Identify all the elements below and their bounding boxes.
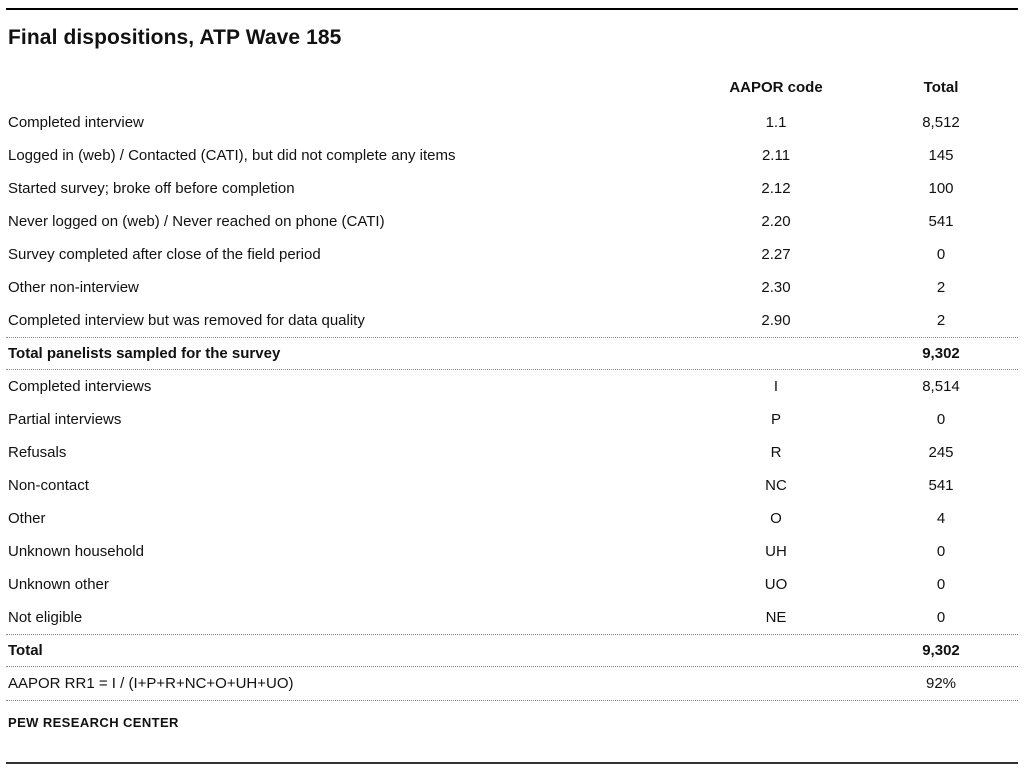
table-row: Not eligible NE 0 — [6, 601, 1018, 634]
aapor-code-cell: P — [770, 410, 781, 428]
grand-total-row: Total 9,302 — [6, 634, 1018, 667]
total-cell: 92% — [925, 674, 957, 692]
header-aapor-code: AAPOR code — [729, 79, 823, 96]
row-label: Completed interview — [8, 113, 144, 131]
total-cell: 2 — [936, 278, 946, 296]
aapor-code-cell: NE — [765, 608, 787, 626]
row-label: Completed interview but was removed for … — [8, 311, 365, 329]
row-label: Unknown household — [8, 542, 144, 560]
total-cell: 8,512 — [922, 113, 960, 131]
aapor-code-cell: 1.1 — [765, 113, 787, 131]
total-cell: 2 — [936, 311, 946, 329]
header-total: Total — [923, 79, 959, 96]
row-label: Other non-interview — [8, 278, 139, 296]
aapor-code-cell: 2.27 — [761, 245, 791, 263]
row-label: Started survey; broke off before complet… — [8, 179, 295, 197]
aapor-code-cell: 2.12 — [761, 179, 791, 197]
table-row: Unknown other UO 0 — [6, 568, 1018, 601]
row-label: Logged in (web) / Contacted (CATI), but … — [8, 146, 456, 164]
row-label: AAPOR RR1 = I / (I+P+R+NC+O+UH+UO) — [8, 674, 294, 692]
aapor-code-cell: NC — [765, 476, 787, 494]
aapor-code-cell: O — [770, 509, 782, 527]
total-cell: 100 — [928, 179, 954, 197]
total-cell: 145 — [928, 146, 954, 164]
total-cell: 9,302 — [922, 641, 960, 659]
table-row: Non-contact NC 541 — [6, 469, 1018, 502]
row-label: Completed interviews — [8, 377, 152, 395]
table-row: Completed interview 1.1 8,512 — [6, 106, 1018, 139]
row-label: Partial interviews — [8, 410, 122, 428]
table-row: Refusals R 245 — [6, 436, 1018, 469]
total-sampled-row: Total panelists sampled for the survey 9… — [6, 337, 1018, 370]
table-header-row: AAPOR code Total — [6, 70, 1018, 106]
row-label: Total — [8, 641, 43, 659]
table-row: Unknown household UH 0 — [6, 535, 1018, 568]
total-cell: 0 — [936, 575, 946, 593]
row-label: Unknown other — [8, 575, 109, 593]
row-label: Not eligible — [8, 608, 83, 626]
total-cell: 4 — [936, 509, 946, 527]
table-row: Completed interview but was removed for … — [6, 304, 1018, 337]
total-cell: 0 — [936, 542, 946, 560]
table-row: Logged in (web) / Contacted (CATI), but … — [6, 139, 1018, 172]
table-row: Other O 4 — [6, 502, 1018, 535]
aapor-code-cell: 2.20 — [761, 212, 791, 230]
total-cell: 0 — [936, 410, 946, 428]
aapor-code-cell: 2.11 — [761, 146, 791, 164]
table-row: Partial interviews P 0 — [6, 403, 1018, 436]
aapor-code-cell: UH — [765, 542, 787, 560]
aapor-code-cell: 2.90 — [761, 311, 791, 329]
table-title: Final dispositions, ATP Wave 185 — [8, 26, 342, 49]
row-label: Other — [8, 509, 46, 527]
total-cell: 9,302 — [922, 344, 960, 362]
bottom-rule — [6, 762, 1018, 764]
row-label: Never logged on (web) / Never reached on… — [8, 212, 385, 230]
total-cell: 0 — [936, 245, 946, 263]
table-row: Other non-interview 2.30 2 — [6, 271, 1018, 304]
row-label: Refusals — [8, 443, 67, 461]
table-row: Survey completed after close of the fiel… — [6, 238, 1018, 271]
row-label: Total panelists sampled for the survey — [8, 344, 281, 362]
table-row: Completed interviews I 8,514 — [6, 370, 1018, 403]
table-row: Never logged on (web) / Never reached on… — [6, 205, 1018, 238]
table-row: Started survey; broke off before complet… — [6, 172, 1018, 205]
response-rate-row: AAPOR RR1 = I / (I+P+R+NC+O+UH+UO) 92% — [6, 667, 1018, 701]
total-cell: 541 — [928, 476, 954, 494]
total-cell: 541 — [928, 212, 954, 230]
total-cell: 0 — [936, 608, 946, 626]
row-label: Survey completed after close of the fiel… — [8, 245, 321, 263]
total-cell: 245 — [928, 443, 954, 461]
aapor-code-cell: UO — [764, 575, 788, 593]
top-rule — [6, 8, 1018, 10]
aapor-code-cell: R — [770, 443, 782, 461]
aapor-code-cell: I — [773, 377, 779, 395]
row-label: Non-contact — [8, 476, 89, 494]
source-attribution: PEW RESEARCH CENTER — [8, 715, 179, 730]
aapor-code-cell: 2.30 — [761, 278, 791, 296]
total-cell: 8,514 — [922, 377, 960, 395]
